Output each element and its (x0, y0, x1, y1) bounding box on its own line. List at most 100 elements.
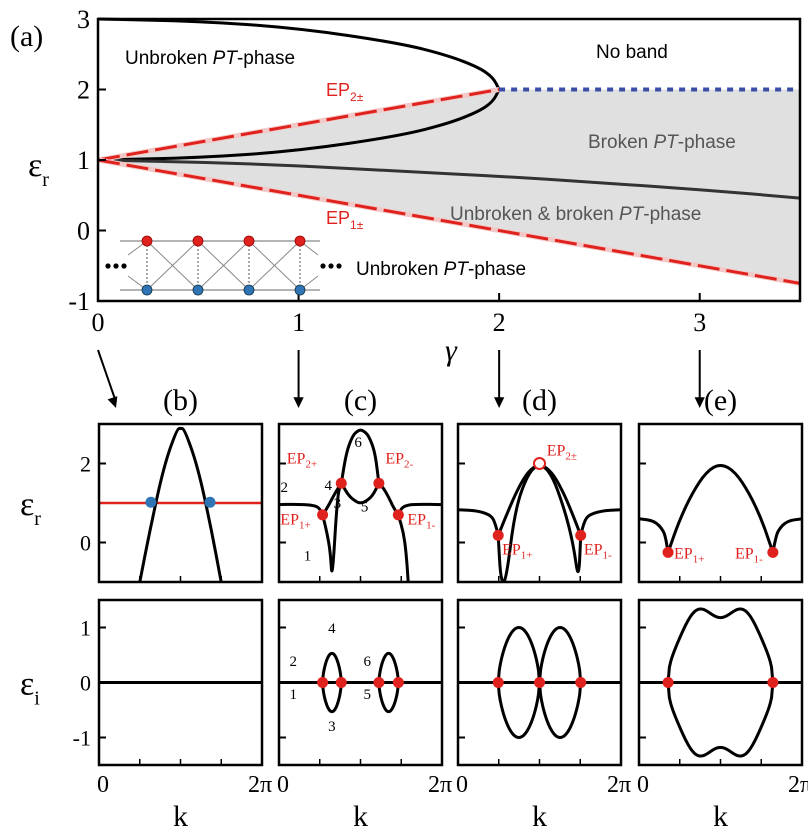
ep-base: EP (674, 545, 693, 562)
band-curve (340, 482, 381, 505)
loop-lower (321, 682, 343, 714)
exceptional-point-hollow (533, 457, 547, 470)
loss-site (243, 284, 255, 296)
ep-sub: 1+ (521, 549, 533, 561)
panel-b-label: (b) (163, 384, 198, 417)
gamma-arrow-head (293, 397, 304, 408)
annotation-unbroken-bottom: Unbroken PT-phase (356, 259, 526, 280)
band-number: 3 (334, 496, 342, 512)
band-number: 1 (304, 548, 312, 564)
exceptional-point (373, 477, 385, 489)
ylabel-sub: r (34, 508, 41, 530)
ep-label: EP1+ (674, 545, 704, 565)
band-curve (666, 463, 775, 553)
band-curve (458, 508, 500, 536)
panel-a-ylabel: εr (28, 147, 49, 191)
ep-sub: 2- (404, 459, 414, 471)
annotation-ep2: EP2± (326, 80, 364, 104)
panel-d: (d)EP2±EP1+ EP1-0 2πk (456, 384, 631, 833)
ep-base: EP (502, 541, 521, 558)
ylabel-base: ε (20, 666, 34, 703)
panel-e-top-frame (637, 422, 804, 584)
y-tick-label: 1 (77, 146, 90, 175)
band-curve (377, 482, 400, 516)
band-number: 1 (290, 687, 298, 703)
subpanel-ylabel: εi (20, 666, 40, 710)
k-tick-label: 0 (97, 772, 109, 798)
exceptional-point (335, 677, 347, 688)
exceptional-point (373, 677, 385, 688)
ylabel-sub: i (34, 688, 40, 710)
band-number: 5 (361, 500, 369, 516)
ep-sub: 1+ (299, 520, 311, 532)
ep-base: EP (584, 541, 603, 558)
panel-a-xlabel: γ (445, 334, 458, 367)
panel-c-label: (c) (344, 384, 377, 417)
y-tick-label: -1 (73, 726, 91, 751)
gain-site (243, 235, 255, 247)
x-tick-label: 3 (693, 308, 706, 337)
y-tick-label: -1 (68, 287, 90, 316)
band-curve (396, 514, 410, 582)
ep-label: EP1- (584, 541, 612, 561)
gamma-arrows (97, 349, 705, 408)
exceptional-point (145, 496, 157, 508)
exceptional-point (575, 529, 587, 541)
y-tick-label: 3 (77, 5, 90, 34)
band-curve (771, 517, 802, 553)
annotation-ep1: EP1± (326, 208, 364, 232)
panel-b-xlabel: k (173, 800, 188, 833)
band-number: 3 (328, 719, 336, 735)
ep-base: EP (407, 512, 426, 529)
ep-label: EP2- (385, 451, 413, 471)
wave-upper (666, 607, 775, 683)
ellipsis-dot (113, 263, 119, 269)
panel-e-xlabel: k (713, 800, 728, 833)
gamma-arrow (97, 349, 117, 403)
band-curve (321, 482, 343, 573)
gamma-arrow-head (494, 397, 505, 408)
band-number: 6 (354, 435, 362, 451)
ep-sub: 1- (426, 520, 436, 532)
shaded-broken-region (98, 89, 800, 284)
ellipsis-dot (336, 263, 342, 269)
exceptional-point (767, 546, 779, 558)
gain-site (294, 235, 306, 247)
y-tick-label: 0 (80, 531, 91, 556)
panel-c-top-plot (279, 428, 442, 582)
y-tick-label: 2 (77, 76, 90, 105)
y-tick-label: 0 (80, 671, 91, 696)
loss-site (141, 284, 153, 296)
band-curve (396, 502, 442, 516)
panel-e-label: (e) (704, 384, 737, 417)
loss-site (192, 284, 204, 296)
ep-label: EP1- (407, 512, 435, 532)
ep-sub: 1+ (693, 553, 705, 565)
exceptional-point (392, 677, 404, 688)
cross-bond (197, 240, 250, 291)
loss-site (294, 284, 306, 296)
loop-lower (538, 682, 583, 739)
panel-a-label: (a) (10, 20, 43, 53)
annotation-mixed: Unbroken & broken PT-phase (450, 204, 701, 225)
ep-sub: 2± (565, 451, 577, 463)
panel-b-top-plot (99, 426, 262, 582)
band-number: 2 (290, 654, 298, 670)
exceptional-point (662, 677, 674, 688)
loop-lower (377, 682, 400, 714)
exceptional-point (204, 496, 216, 508)
band-number: 2 (280, 480, 288, 496)
exceptional-point (767, 677, 779, 688)
exceptional-point (662, 546, 674, 558)
band-curve (279, 502, 324, 516)
band-curve (579, 508, 621, 536)
series-ep1-line (97, 158, 801, 285)
gamma-arrow-head (694, 397, 705, 408)
ellipsis-dot (320, 263, 326, 269)
ep-label: EP2+ (287, 451, 317, 471)
series-ep2-line (97, 88, 500, 162)
y-tick-label: 1 (80, 616, 91, 641)
